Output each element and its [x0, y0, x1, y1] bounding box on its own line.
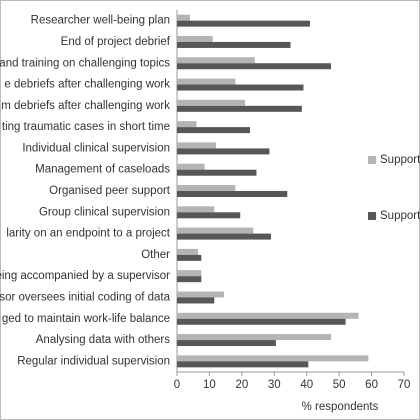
y-tick-label: and training on challenging topics — [0, 57, 170, 69]
bar — [177, 148, 270, 155]
bar — [177, 312, 359, 319]
y-tick-label: Management of caseloads — [35, 164, 170, 176]
bar — [177, 254, 202, 261]
bar — [177, 340, 276, 347]
legend-label: Support — [380, 154, 420, 166]
bar — [177, 41, 291, 48]
legend-swatch — [368, 212, 376, 220]
bar — [177, 169, 257, 176]
bar — [177, 99, 246, 106]
y-tick-label: eing accompanied by a supervisor — [0, 270, 170, 282]
bar — [177, 318, 346, 325]
bar — [177, 361, 309, 368]
bar — [177, 63, 332, 70]
x-tick-label: 30 — [268, 379, 281, 391]
y-tick-label: larity on an endpoint to a project — [6, 228, 170, 240]
legend-label: Support — [380, 210, 420, 222]
y-tick-label: ting traumatic cases in short time — [2, 121, 170, 133]
bar — [177, 248, 199, 255]
y-tick-label: sor oversees initial coding of data — [0, 292, 171, 304]
bar — [177, 57, 255, 64]
y-tick-label: Other — [141, 249, 170, 261]
bar — [177, 212, 241, 219]
legend-swatch — [368, 156, 376, 164]
bar — [177, 227, 254, 234]
bar — [177, 84, 304, 91]
x-tick-label: 70 — [398, 379, 411, 391]
y-tick-label: Individual clinical supervision — [22, 142, 170, 154]
bar — [177, 20, 310, 27]
y-tick-label: e debriefs after challenging work — [4, 79, 170, 91]
y-tick-label: ged to maintain work-life balance — [2, 313, 170, 325]
y-tick-label: Researcher well-being plan — [31, 15, 170, 27]
bar — [177, 270, 202, 277]
bar — [177, 276, 202, 283]
bar — [177, 334, 332, 341]
x-tick-label: 0 — [174, 379, 180, 391]
y-tick-label: m debriefs after challenging work — [1, 100, 170, 112]
bar — [177, 191, 288, 197]
x-tick-label: 10 — [203, 379, 216, 391]
bar — [177, 105, 302, 112]
y-tick-label: Group clinical supervision — [39, 206, 170, 218]
bar — [177, 233, 272, 240]
bar — [177, 35, 213, 42]
bar — [177, 291, 225, 298]
bar — [177, 297, 215, 304]
y-tick-label: Analysing data with others — [36, 334, 170, 346]
y-tick-label: End of project debrief — [61, 36, 171, 48]
bar — [177, 127, 250, 134]
bar — [177, 14, 190, 21]
x-tick-label: 40 — [300, 379, 313, 391]
bar — [177, 163, 205, 170]
bar — [177, 185, 236, 191]
bar — [177, 121, 197, 128]
x-tick-label: 20 — [235, 379, 248, 391]
x-tick-label: 60 — [365, 379, 378, 391]
bar — [177, 206, 215, 213]
bar — [177, 142, 216, 149]
y-tick-label: Organised peer support — [49, 185, 171, 197]
bar — [177, 78, 236, 85]
bar — [177, 355, 369, 362]
x-tick-label: 50 — [333, 379, 346, 391]
y-tick-label: Regular individual supervision — [17, 355, 170, 367]
x-axis-label: % respondents — [302, 401, 379, 413]
